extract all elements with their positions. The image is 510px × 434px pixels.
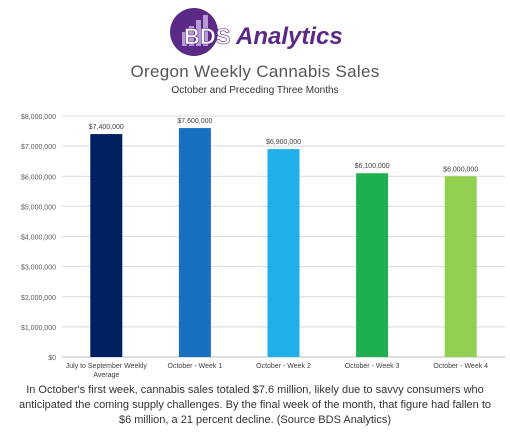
data-label: $6,100,000 (355, 163, 390, 170)
x-tick-label: October - Week 1 (168, 363, 223, 370)
y-tick-label: $4,000,000 (21, 235, 56, 242)
chart-title: Oregon Weekly Cannabis Sales (130, 62, 380, 81)
x-tick-label-line: October - Week 4 (433, 363, 488, 370)
data-label: $6,000,000 (443, 166, 478, 173)
x-tick-label-line: July to September Weekly (66, 363, 148, 370)
y-tick-label: $0 (48, 355, 56, 362)
y-tick-label: $5,000,000 (21, 204, 56, 211)
y-tick-label: $7,000,000 (21, 144, 56, 151)
y-tick-label: $1,000,000 (21, 325, 56, 332)
y-tick-label: $3,000,000 (21, 265, 56, 272)
brand-name-bds: BDS (184, 24, 230, 49)
brand-name-analytics: Analytics (235, 23, 343, 50)
x-tick-label-line: Average (93, 372, 119, 379)
y-tick-label: $8,000,000 (21, 114, 56, 121)
chart-subtitle: October and Preceding Three Months (171, 85, 339, 96)
x-tick-label-line: October - Week 1 (168, 363, 223, 370)
bar (90, 134, 123, 357)
x-tick-label: October - Week 2 (256, 363, 311, 370)
brand-logo: BDS Analytics (170, 8, 343, 56)
x-tick-label: October - Week 3 (345, 363, 400, 370)
data-label: $7,400,000 (89, 124, 124, 131)
x-tick-label-line: October - Week 2 (256, 363, 311, 370)
y-tick-label: $6,000,000 (21, 174, 56, 181)
bar (444, 176, 477, 357)
bar (178, 128, 211, 357)
bar-chart-circle-icon (170, 8, 218, 56)
x-tick-label-line: October - Week 3 (345, 363, 400, 370)
bar-chart: $0 $1,000,000 $2,000,000 $3,000,000 $4,000,0… (21, 114, 505, 379)
data-label: $7,600,000 (177, 118, 212, 125)
x-tick-label: October - Week 4 (433, 363, 488, 370)
data-label: $6,900,000 (266, 139, 301, 146)
chart-caption: In October's first week, cannabis sales … (18, 384, 492, 426)
bar (267, 149, 300, 357)
x-tick-label: July to September Weekly Average (66, 363, 148, 379)
y-tick-label: $2,000,000 (21, 295, 56, 302)
bar (356, 173, 389, 357)
